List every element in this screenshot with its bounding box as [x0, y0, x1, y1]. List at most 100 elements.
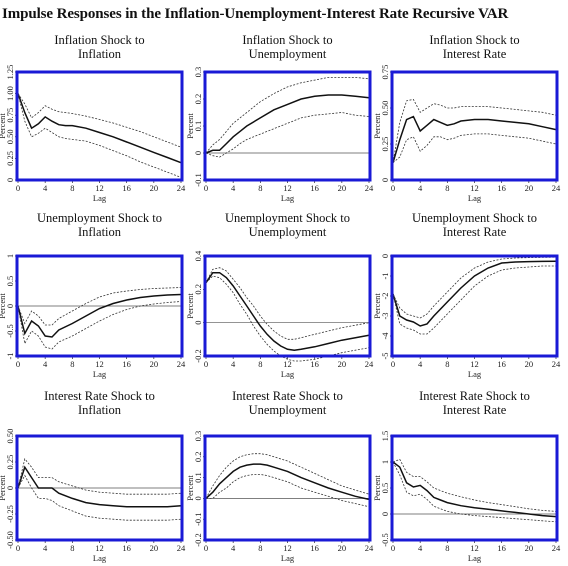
confidence-band-lower	[205, 275, 370, 362]
confidence-band-upper	[17, 93, 182, 148]
y-axis-label: Percent	[372, 475, 382, 501]
y-tick-label: -0.5	[380, 533, 390, 546]
panel-title-line: Unemployment	[249, 47, 327, 61]
x-tick-label: 24	[365, 359, 374, 369]
x-tick-label: 12	[470, 543, 479, 553]
x-axis-label: Lag	[281, 553, 295, 563]
x-tick-label: 0	[391, 543, 395, 553]
x-tick-label: 0	[16, 543, 20, 553]
x-tick-label: 12	[95, 183, 104, 193]
x-tick-label: 24	[177, 359, 186, 369]
y-tick-label: 1.00	[5, 86, 15, 101]
y-tick-label: -0.2	[193, 533, 203, 546]
y-tick-label: -0.50	[5, 531, 15, 549]
confidence-band-upper	[17, 458, 182, 495]
panel-title-line: Interest Rate	[443, 225, 507, 239]
confidence-band-lower	[205, 112, 370, 158]
y-tick-label: 0	[193, 151, 203, 155]
x-tick-label: 8	[445, 359, 449, 369]
plot-frame	[205, 255, 370, 357]
page-title: Impulse Responses in the Inflation-Unemp…	[2, 6, 509, 22]
x-tick-label: 0	[391, 359, 395, 369]
impulse-response-line	[205, 463, 370, 501]
x-tick-label: 4	[231, 543, 236, 553]
x-tick-label: 16	[122, 183, 131, 193]
x-tick-label: 20	[338, 183, 347, 193]
y-tick-label: 0.25	[5, 151, 15, 166]
x-tick-label: 24	[552, 543, 561, 553]
y-tick-label: -0.1	[193, 173, 203, 186]
panel-title-line: Interest Rate Shock to	[232, 389, 343, 403]
y-tick-label: 0.2	[193, 94, 203, 105]
y-tick-label: 0	[380, 178, 390, 182]
panel-title-line: Inflation Shock to	[242, 33, 332, 47]
y-tick-label: 0.1	[193, 121, 203, 132]
x-axis-label: Lag	[468, 193, 482, 203]
x-tick-label: 24	[552, 359, 561, 369]
x-tick-label: 4	[43, 183, 48, 193]
x-tick-label: 4	[418, 543, 423, 553]
y-tick-label: 1.5	[380, 431, 390, 442]
x-tick-label: 12	[95, 543, 104, 553]
confidence-band-lower	[17, 474, 182, 521]
y-tick-label: 1	[380, 460, 390, 464]
x-axis-label: Lag	[93, 553, 107, 563]
y-axis-label: Percent	[0, 293, 7, 319]
panel-title-line: Inflation	[78, 47, 122, 61]
confidence-band-lower	[392, 461, 557, 523]
confidence-band-lower	[17, 301, 182, 350]
x-tick-label: 20	[525, 543, 534, 553]
x-tick-label: 8	[70, 183, 74, 193]
y-axis-label: Percent	[372, 113, 382, 139]
x-axis-label: Lag	[281, 193, 295, 203]
y-tick-label: 0.4	[193, 250, 203, 261]
x-tick-label: 8	[258, 359, 262, 369]
x-tick-label: 16	[310, 183, 319, 193]
x-tick-label: 24	[177, 183, 186, 193]
y-tick-label: 0	[193, 321, 203, 325]
y-tick-label: -1	[380, 272, 390, 279]
confidence-band-lower	[206, 474, 370, 508]
x-tick-label: 0	[204, 183, 208, 193]
plot-frame	[17, 71, 182, 181]
y-tick-label: 0	[380, 512, 390, 516]
x-tick-label: 20	[338, 543, 347, 553]
confidence-band-upper	[205, 267, 370, 340]
confidence-band-lower	[392, 265, 556, 335]
x-tick-label: 4	[418, 359, 423, 369]
panel-title-line: Unemployment Shock to	[225, 211, 350, 225]
y-tick-label: 0.3	[193, 431, 203, 442]
y-tick-label: 1	[5, 254, 15, 258]
impulse-response-line	[205, 271, 370, 351]
x-tick-label: 12	[470, 359, 479, 369]
panel-title-line: Inflation Shock to	[429, 33, 519, 47]
x-tick-label: 8	[258, 183, 262, 193]
x-tick-label: 12	[283, 183, 292, 193]
panel-title-line: Interest Rate	[443, 47, 507, 61]
plot-frame	[392, 435, 557, 541]
x-tick-label: 8	[445, 543, 449, 553]
highlight-box	[15, 434, 184, 542]
panel-title-line: Unemployment	[249, 403, 327, 417]
y-tick-label: 0.2	[193, 284, 203, 295]
x-tick-label: 16	[122, 359, 131, 369]
y-tick-label: 1.25	[5, 65, 15, 80]
x-tick-label: 0	[16, 359, 20, 369]
x-tick-label: 4	[231, 183, 236, 193]
y-axis-label: Percent	[0, 475, 7, 501]
x-tick-label: 16	[497, 183, 506, 193]
x-tick-label: 8	[258, 543, 262, 553]
x-tick-label: 8	[70, 359, 74, 369]
y-tick-label: 0.50	[5, 429, 15, 444]
x-tick-label: 0	[391, 183, 395, 193]
y-axis-label: Percent	[185, 293, 195, 319]
highlight-box	[15, 70, 184, 182]
highlight-box	[15, 254, 184, 358]
impulse-response-line	[17, 93, 182, 164]
x-axis-label: Lag	[468, 369, 482, 379]
x-axis-label: Lag	[468, 553, 482, 563]
x-tick-label: 12	[283, 543, 292, 553]
x-tick-label: 20	[150, 359, 159, 369]
impulse-response-line	[392, 260, 557, 327]
